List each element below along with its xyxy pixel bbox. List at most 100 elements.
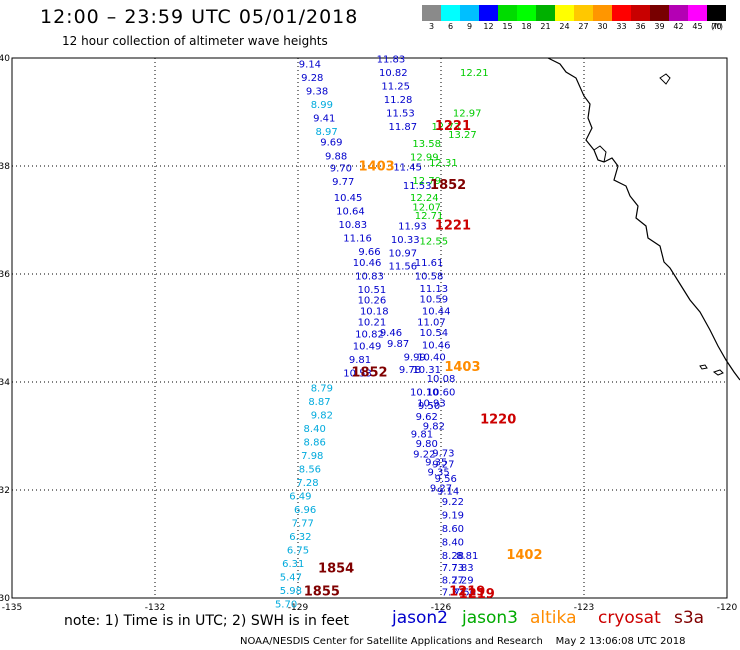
wave-height-label: 9.41 [313, 114, 335, 125]
color-scale-units: (ft) [711, 22, 724, 31]
y-tick-label: 36 [0, 270, 10, 280]
wave-height-label: 1219 [459, 587, 495, 602]
wave-height-label: 11.93 [398, 222, 427, 233]
x-tick-label: -135 [2, 603, 22, 613]
wave-height-label: 10.53 [343, 369, 372, 380]
wave-height-label: 9.87 [387, 339, 409, 350]
y-tick-label: 32 [0, 486, 10, 496]
footer-credit: NOAA/NESDIS Center for Satellite Applica… [240, 636, 686, 647]
wave-height-label: 9.35 [427, 467, 449, 478]
wave-height-label: 9.35 [425, 458, 447, 469]
wave-height-label: 11.61 [415, 258, 444, 269]
color-scale-swatch [555, 5, 574, 21]
map-title: 12:00 – 23:59 UTC 05/01/2018 [40, 6, 359, 28]
california-coastline-bay [593, 145, 607, 163]
wave-height-label: 10.58 [415, 271, 444, 282]
wave-height-label: 7.29 [451, 575, 473, 586]
color-scale-swatch [669, 5, 688, 21]
x-tick-label: -126 [431, 603, 452, 613]
color-scale-label: 15 [502, 22, 513, 31]
wave-height-label: 8.56 [299, 465, 321, 476]
wave-height-label: 9.27 [430, 484, 452, 495]
wave-height-label: 10.46 [422, 341, 451, 352]
wave-height-label: 10.82 [379, 68, 408, 79]
wave-height-label: 8.27 [442, 575, 464, 586]
wave-height-label: 1219 [449, 584, 485, 599]
color-scale-swatch [517, 5, 536, 21]
wave-height-label: 1403 [359, 159, 395, 174]
color-scale-swatch [422, 5, 441, 21]
wave-height-label: 12.07 [412, 202, 441, 213]
wave-height-label: 8.99 [311, 100, 333, 111]
wave-height-label: 12.31 [429, 158, 458, 169]
legend-item-jason3: jason3 [462, 608, 518, 628]
color-scale-label: 9 [466, 22, 473, 31]
wave-height-label: 10.31 [412, 365, 441, 376]
wave-height-labels: 9.14 9.28 9.38 9.41 9.69 9.889.70 9.77 10.45 10.… [275, 54, 543, 610]
wave-height-label: 9.73 [432, 449, 454, 460]
wave-height-label: 5.98 [280, 586, 302, 597]
wave-height-label: 10.54 [420, 328, 449, 339]
wave-height-label: 10.08 [427, 374, 456, 385]
wave-height-label: 6.49 [289, 492, 311, 503]
wave-height-label: 9.50 [418, 401, 440, 412]
wave-height-label: 1403 [444, 360, 480, 375]
map-frame [11, 57, 728, 599]
wave-height-label: 9.38 [306, 87, 328, 98]
wave-height-label: 8.40 [304, 424, 326, 435]
wave-height-label: 9.80 [416, 439, 438, 450]
color-scale-swatch [441, 5, 460, 21]
color-scale-swatch [536, 5, 555, 21]
color-scale-label: 24 [559, 22, 570, 31]
color-scale-swatch [612, 5, 631, 21]
color-scale-swatch [650, 5, 669, 21]
color-scale-swatch [479, 5, 498, 21]
wave-height-label: 9.82 [311, 411, 333, 422]
channel-island-2 [699, 364, 708, 370]
wave-height-label: 11.16 [343, 234, 372, 245]
color-scale-swatch [688, 5, 707, 21]
wave-height-label: 10.93 [417, 398, 446, 409]
color-scale-label: 39 [654, 22, 665, 31]
legend-item-altika: altika [530, 608, 577, 628]
color-scale-label: 36 [635, 22, 646, 31]
wave-height-label: 12.73 [431, 122, 460, 133]
wave-height-label: 1852 [430, 178, 466, 193]
wave-height-label: 11.53 [386, 108, 415, 119]
wave-height-label: 5.70 [275, 600, 297, 611]
color-scale-swatch [460, 5, 479, 21]
wave-height-label: 9.28 [301, 73, 323, 84]
wave-height-label: 1221 [435, 219, 471, 234]
wave-height-label: 9.99 [404, 352, 426, 363]
wave-height-label: 10.82 [355, 330, 384, 341]
wave-height-label: 9.82 [423, 422, 445, 433]
wave-height-label: 7.56 [454, 587, 476, 598]
wave-height-label: 10.97 [389, 249, 418, 260]
wave-height-label: 9.69 [320, 137, 342, 148]
wave-height-label: 12.99 [410, 153, 439, 164]
wave-height-label: 10.59 [420, 295, 449, 306]
color-scale-swatch [498, 5, 517, 21]
color-scale-label: 30 [597, 22, 608, 31]
footer-note: note: 1) Time is in UTC; 2) SWH is in fe… [64, 613, 350, 629]
wave-height-label: 12.55 [420, 236, 449, 247]
map-grid: -135 -132 -129 -126 -123 -120 40 38 36 34 32 30 [0, 54, 737, 613]
wave-height-label: 10.51 [358, 285, 387, 296]
color-scale-label: 33 [616, 22, 627, 31]
wave-height-label: 6.32 [289, 532, 311, 543]
wave-height-label: 9.62 [416, 412, 438, 423]
wave-height-label: 11.87 [389, 122, 418, 133]
wave-height-label: 11.56 [389, 262, 418, 273]
wave-height-label: 7.28 [296, 478, 318, 489]
wave-height-label: 9.77 [332, 177, 354, 188]
lake [659, 73, 671, 85]
wave-height-label: 9.81 [349, 355, 371, 366]
wave-height-label: 9.70 [330, 163, 352, 174]
wave-height-label: 1855 [304, 584, 340, 599]
wave-height-label: 1220 [480, 413, 516, 428]
wave-height-label: 7.77 [292, 519, 314, 530]
wave-height-label: 9.14 [437, 486, 459, 497]
wave-height-label: 11.45 [393, 162, 422, 173]
wave-height-label: 10.40 [417, 352, 446, 363]
wave-height-label: 6.75 [287, 546, 309, 557]
